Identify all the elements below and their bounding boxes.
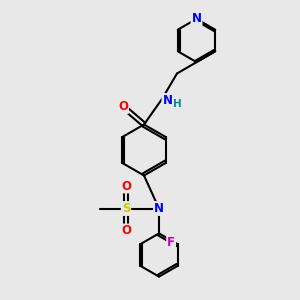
Text: S: S — [122, 202, 130, 215]
Text: F: F — [167, 236, 175, 249]
Text: H: H — [173, 99, 182, 110]
Text: N: N — [154, 202, 164, 215]
Text: N: N — [191, 12, 202, 26]
Text: O: O — [121, 179, 131, 193]
Text: O: O — [118, 100, 128, 113]
Text: N: N — [162, 94, 172, 107]
Text: O: O — [121, 224, 131, 238]
